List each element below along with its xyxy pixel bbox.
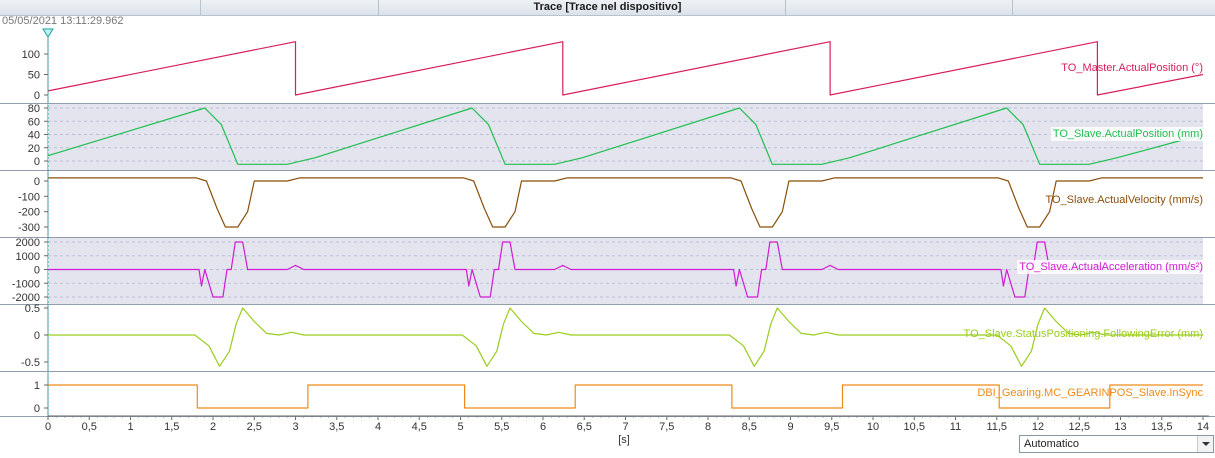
series-label: TO_Slave.StatusPositioning.FollowingErro… [964,328,1203,340]
x-tick-label: 12 [1032,421,1044,433]
y-tick-label: 1000 [16,251,40,263]
x-tick-label: 6,5 [577,421,592,433]
series-label: DBI_Gearing.MC_GEARINPOS_Slave.InSync [977,387,1203,399]
y-tick-label: -0.5 [21,357,40,369]
y-tick-label: -1000 [12,278,40,290]
y-tick-label: 1 [34,380,40,392]
series-label: TO_Master.ActualPosition (°) [1061,62,1203,74]
panel-shade [48,238,1203,304]
x-tick-label: 6 [540,421,546,433]
x-tick-label: 11 [950,421,961,433]
y-tick-label: 100 [22,49,40,61]
title-bar-separator [200,0,201,15]
series-label: TO_Slave.ActualVelocity (mm/s) [1045,194,1203,206]
y-tick-label: 40 [28,130,40,142]
x-tick-label: 2,5 [247,421,262,433]
x-tick-label: 10,5 [904,421,925,433]
zoom-mode-select[interactable]: Automatico [1019,435,1214,453]
x-tick-label: 8 [705,421,711,433]
x-tick-label: 10 [867,421,879,433]
series-line [47,41,1204,96]
trace-timestamp: 05/05/2021 13:11:29.962 [2,15,124,27]
series-label: TO_Slave.ActualPosition (mm) [1053,128,1203,140]
x-tick-label: 9 [787,421,793,433]
y-tick-label: 0 [34,176,40,188]
y-tick-label: 80 [28,103,40,115]
cursor-marker-icon[interactable] [42,28,54,38]
window-title: Trace [Trace nel dispositivo] [533,1,682,13]
x-tick-label: 14 [1197,421,1209,433]
x-tick-label: 4,5 [412,421,427,433]
x-tick-label: 1,5 [164,421,179,433]
x-tick-label: 5,5 [494,421,509,433]
series-label-bg [1050,127,1205,141]
title-bar-separator [785,0,786,15]
x-tick-label: 13,5 [1151,421,1172,433]
x-tick-label: 5 [457,421,463,433]
x-tick-label: 13 [1114,421,1126,433]
series-line [48,307,1203,367]
y-tick-label: 0 [34,330,40,342]
x-tick-label: 8,5 [742,421,757,433]
panel-shade [48,104,1203,170]
y-tick-label: -300 [18,222,40,234]
x-tick-label: 7 [622,421,628,433]
x-axis-unit: [s] [618,434,630,446]
x-tick-label: 1 [127,421,133,433]
y-tick-label: 20 [28,143,40,155]
series-label: TO_Slave.ActualAcceleration (mm/s²) [1019,261,1203,273]
series-line [47,107,1204,165]
y-tick-label: 60 [28,116,40,128]
y-tick-label: 0 [34,90,40,102]
x-tick-label: 3,5 [329,421,344,433]
title-bar: Trace [Trace nel dispositivo] [0,0,1215,16]
title-bar-separator [1012,0,1013,15]
x-tick-label: 9,5 [824,421,839,433]
series-line [48,241,1203,298]
title-bar-separator [378,0,379,15]
y-tick-label: -100 [18,191,40,203]
x-tick-label: 7,5 [659,421,674,433]
x-tick-label: 0 [45,421,51,433]
y-tick-label: 0 [34,403,40,415]
y-tick-label: -2000 [12,292,40,304]
series-line [48,177,1203,228]
y-tick-label: 0 [34,156,40,168]
series-line [48,384,1203,409]
zoom-mode-value: Automatico [1024,438,1080,450]
y-tick-label: 2000 [16,237,40,249]
series-label-bg [1017,260,1205,274]
y-tick-label: 0 [34,265,40,277]
y-tick-label: -200 [18,207,40,219]
x-tick-label: 12,5 [1069,421,1090,433]
x-tick-label: 0,5 [82,421,97,433]
chevron-down-icon[interactable] [1197,436,1213,452]
y-tick-label: 50 [28,70,40,82]
y-tick-label: 0.5 [25,303,40,315]
x-tick-label: 2 [210,421,216,433]
x-tick-label: 11,5 [986,421,1007,433]
x-tick-label: 3 [292,421,298,433]
x-tick-label: 4 [375,421,381,433]
